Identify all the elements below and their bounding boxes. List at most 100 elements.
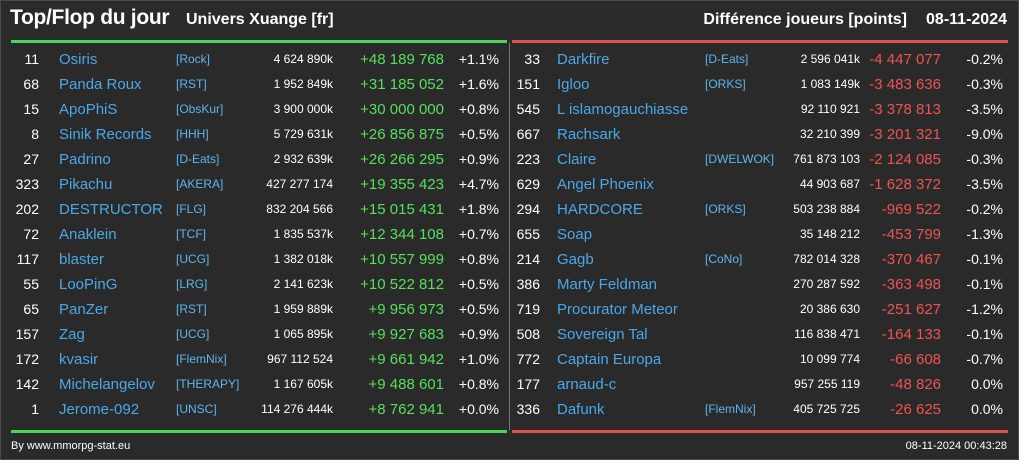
points-difference: +8 762 941 [368, 401, 445, 418]
player-name-link[interactable]: kvasir [59, 351, 99, 368]
player-rank: 11 [24, 51, 39, 67]
player-name-link[interactable]: Claire [557, 151, 597, 168]
points-difference: -4 447 077 [869, 51, 941, 68]
alliance-tag-link[interactable]: [ORKS] [705, 77, 746, 91]
alliance-tag-link[interactable]: [HHH] [176, 127, 209, 141]
alliance-tag-link[interactable]: [LRG] [176, 277, 208, 291]
player-name-link[interactable]: Igloo [557, 76, 590, 93]
player-name-link[interactable]: Darkfire [557, 51, 610, 68]
flop-table-row: 629 Angel Phoenix 44 903 687 -1 628 372 -3.5… [512, 172, 1008, 197]
flop-table-row: 223 Claire [DWELWOK] 761 873 103 -2 124 085 -… [512, 147, 1008, 172]
percent-change: -0.2% [966, 51, 1003, 67]
percent-change: +1.1% [458, 51, 499, 67]
player-name-link[interactable]: DESTRUCTOR [59, 201, 163, 218]
flop-table-row: 386 Marty Feldman 270 287 592 -363 498 -0.1% [512, 272, 1008, 297]
alliance-tag-link[interactable]: [FlemNix] [176, 352, 227, 366]
points-difference: -66 608 [890, 351, 941, 368]
player-name-link[interactable]: Panda Roux [59, 76, 142, 93]
percent-change: -0.3% [966, 76, 1003, 92]
player-name-link[interactable]: LooPinG [59, 276, 118, 293]
top-table-row: 72 Anaklein [TCF] 1 835 537k +12 344 108 +0.7… [11, 222, 507, 247]
player-name-link[interactable]: Padrino [59, 151, 111, 168]
top-table-row: 68 Panda Roux [RST] 1 952 849k +31 185 052 +1… [11, 72, 507, 97]
points-difference: +19 355 423 [360, 176, 444, 193]
alliance-tag-link[interactable]: [UCG] [176, 252, 210, 266]
player-points: 1 959 889k [273, 302, 333, 316]
player-name-link[interactable]: Angel Phoenix [557, 176, 654, 193]
points-difference: +10 557 999 [360, 251, 444, 268]
player-name-link[interactable]: Anaklein [59, 226, 117, 243]
player-name-link[interactable]: Zag [59, 326, 85, 343]
alliance-tag-link[interactable]: [FlemNix] [705, 402, 756, 416]
top-table-row: 27 Padrino [D-Eats] 2 932 639k +26 266 295 +0… [11, 147, 507, 172]
alliance-tag-link[interactable]: [THERAPY] [176, 377, 240, 391]
player-name-link[interactable]: Rachsark [557, 126, 621, 143]
alliance-tag-link[interactable]: [Rock] [176, 52, 211, 66]
player-points: 2 596 041k [800, 52, 860, 66]
generated-timestamp: 08-11-2024 00:43:28 [905, 440, 1007, 452]
player-rank: 719 [516, 301, 540, 317]
player-rank: 15 [23, 101, 39, 117]
percent-change: -0.3% [966, 151, 1003, 167]
alliance-tag-link[interactable]: [UNSC] [176, 402, 217, 416]
alliance-tag-link[interactable]: [D-Eats] [705, 52, 749, 66]
player-points: 503 238 884 [793, 202, 860, 216]
percent-change: +0.7% [458, 226, 499, 242]
player-name-link[interactable]: Sinik Records [59, 126, 152, 143]
flop-table-row: 719 Procurator Meteor 20 386 630 -251 627 -1… [512, 297, 1008, 322]
player-name-link[interactable]: L islamogauchiasse [557, 101, 689, 118]
percent-change: -1.3% [966, 226, 1003, 242]
player-name-link[interactable]: Gagb [557, 251, 594, 268]
player-rank: 142 [15, 376, 39, 392]
top-table-row: 55 LooPinG [LRG] 2 141 623k +10 522 812 +0.5% [11, 272, 507, 297]
source-credit: By www.mmorpg-stat.eu [11, 440, 131, 452]
top-table-row: 11 Osiris [Rock] 4 624 890k +48 189 768 +1.1% [11, 47, 507, 72]
percent-change: -0.7% [966, 351, 1003, 367]
player-rank: 177 [516, 376, 540, 392]
player-name-link[interactable]: Dafunk [557, 401, 605, 418]
player-name-link[interactable]: PanZer [59, 301, 109, 318]
alliance-tag-link[interactable]: [RST] [176, 77, 207, 91]
player-name-link[interactable]: Osiris [59, 51, 98, 68]
percent-change: +0.8% [458, 376, 499, 392]
top-table-row: 8 Sinik Records [HHH] 5 729 631k +26 856 875… [11, 122, 507, 147]
player-name-link[interactable]: Procurator Meteor [557, 301, 678, 318]
player-name-link[interactable]: Sovereign Tal [557, 326, 648, 343]
percent-change: +1.8% [458, 201, 499, 217]
percent-change: +0.5% [458, 276, 499, 292]
date-label: 08-11-2024 [926, 11, 1007, 28]
player-rank: 386 [516, 276, 540, 292]
player-name-link[interactable]: blaster [59, 251, 105, 268]
player-name-link[interactable]: Michelangelov [59, 376, 155, 393]
points-difference: +48 189 768 [360, 51, 444, 68]
alliance-tag-link[interactable]: [FLG] [176, 202, 207, 216]
alliance-tag-link[interactable]: [DWELWOK] [705, 152, 775, 166]
player-name-link[interactable]: HARDCORE [557, 201, 643, 218]
player-name-link[interactable]: Marty Feldman [557, 276, 658, 293]
player-name-link[interactable]: Pikachu [59, 176, 113, 193]
flop-table-row: 545 L islamogauchiasse 92 110 921 -3 378 81… [512, 97, 1008, 122]
alliance-tag-link[interactable]: [AKERA] [176, 177, 224, 191]
alliance-tag-link[interactable]: [D-Eats] [176, 152, 220, 166]
player-rank: 629 [516, 176, 540, 192]
alliance-tag-link[interactable]: [UCG] [176, 327, 210, 341]
flop-players-table: 33 Darkfire [D-Eats] 2 596 041k -4 447 077 -0… [512, 47, 1008, 422]
top-table-row: 117 blaster [UCG] 1 382 018k +10 557 999 +0.8… [11, 247, 507, 272]
flop-header-bar [512, 40, 1008, 43]
percent-change: -1.2% [966, 301, 1003, 317]
player-name-link[interactable]: ApoPhiS [59, 101, 118, 118]
player-name-link[interactable]: arnaud-c [557, 376, 617, 393]
alliance-tag-link[interactable]: [RST] [176, 302, 207, 316]
alliance-tag-link[interactable]: [TCF] [176, 227, 206, 241]
player-name-link[interactable]: Jerome-092 [59, 401, 140, 418]
alliance-tag-link[interactable]: [ORKS] [705, 202, 746, 216]
player-name-link[interactable]: Soap [557, 226, 593, 243]
player-rank: 172 [15, 351, 39, 367]
alliance-tag-link[interactable]: [ObsKur] [176, 102, 224, 116]
flop-table-row: 508 Sovereign Tal 116 838 471 -164 133 -0.1% [512, 322, 1008, 347]
top-table-row: 202 DESTRUCTOR [FLG] 832 204 566 +15 015 431… [11, 197, 507, 222]
player-points: 4 624 890k [273, 52, 333, 66]
percent-change: -3.5% [966, 101, 1003, 117]
alliance-tag-link[interactable]: [CoNo] [705, 252, 743, 266]
player-name-link[interactable]: Captain Europa [557, 351, 662, 368]
